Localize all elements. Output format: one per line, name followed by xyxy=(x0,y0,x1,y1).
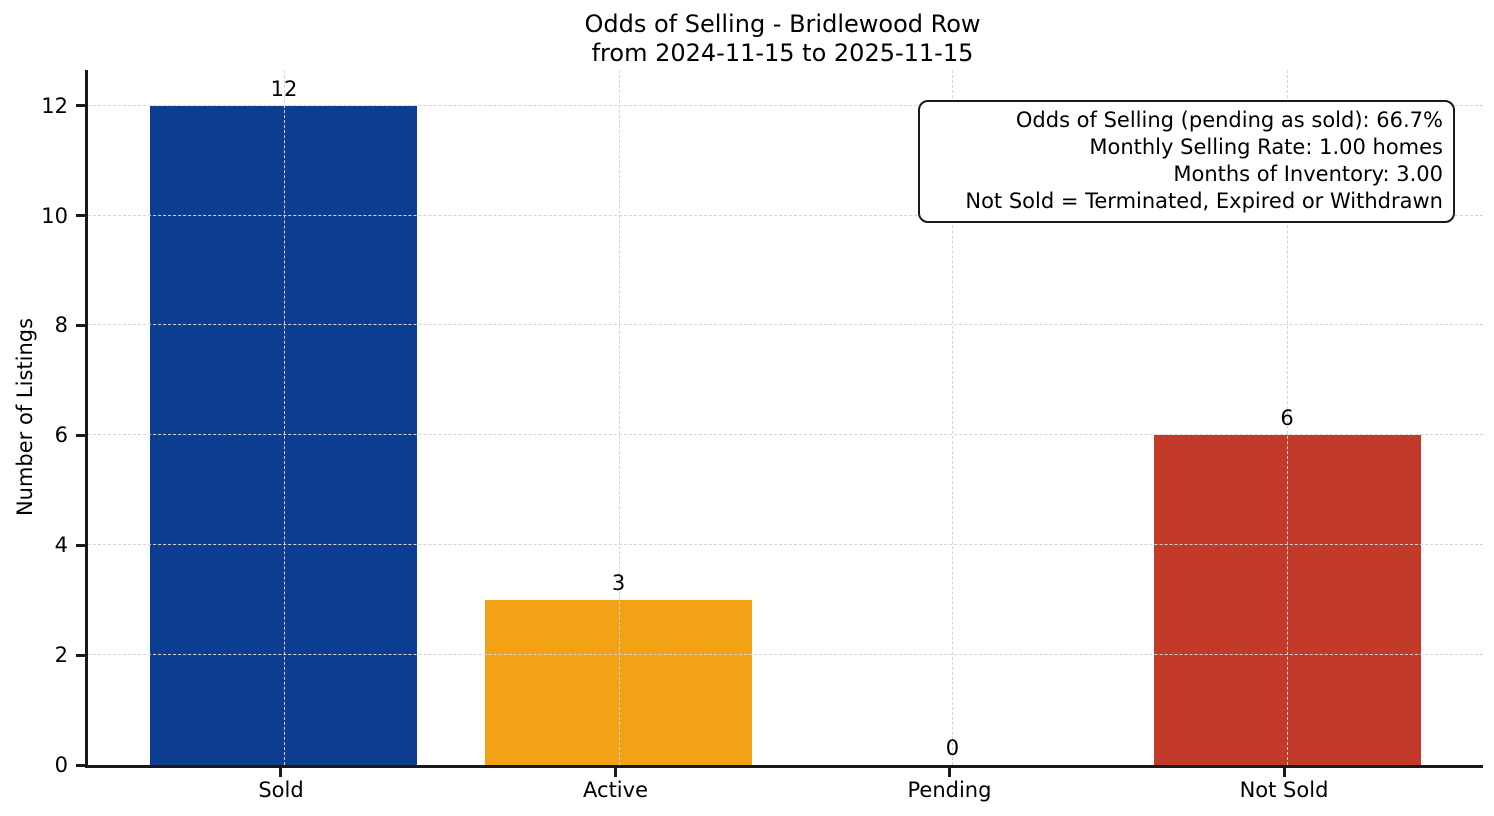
bar-not-sold xyxy=(1153,435,1421,765)
y-tick-label: 4 xyxy=(54,533,68,558)
bar-value-label-active: 3 xyxy=(611,571,626,596)
y-tick-label: 0 xyxy=(54,753,68,777)
plot-area: 12 3 0 6 xyxy=(85,70,1483,768)
x-tick-label-pending: Pending xyxy=(907,778,992,802)
y-tick-label: 12 xyxy=(41,93,68,118)
bar-active xyxy=(485,600,753,765)
y-tick-label: 10 xyxy=(41,203,68,228)
annotation-line-monthly-rate: Monthly Selling Rate: 1.00 homes xyxy=(1089,135,1443,159)
chart-subtitle: from 2024-11-15 to 2025-11-15 xyxy=(591,39,974,67)
x-tick-label-not-sold: Not Sold xyxy=(1239,778,1329,802)
chart-title-block: Odds of Selling - Bridlewood Row from 20… xyxy=(85,10,1480,68)
x-tick-mark xyxy=(614,768,618,777)
y-tick-mark xyxy=(76,653,85,657)
x-tick-label-active: Active xyxy=(583,778,648,802)
y-tick-mark xyxy=(76,323,85,327)
y-tick-mark xyxy=(76,214,85,218)
x-tick-label-sold: Sold xyxy=(258,778,304,802)
chart-title: Odds of Selling - Bridlewood Row xyxy=(584,10,981,38)
y-tick-label: 6 xyxy=(54,423,68,448)
y-tick-label: 2 xyxy=(54,643,68,668)
x-tick-mark xyxy=(1282,768,1286,777)
bar-sold xyxy=(150,105,418,765)
bar-value-label-sold: 12 xyxy=(270,76,298,101)
y-tick-mark xyxy=(76,104,85,108)
annotation-line-not-sold-def: Not Sold = Terminated, Expired or Withdr… xyxy=(965,189,1443,213)
annotation-line-inventory: Months of Inventory: 3.00 xyxy=(1173,162,1443,186)
x-tick-mark xyxy=(947,768,951,777)
bar-value-label-not-sold: 6 xyxy=(1280,406,1294,431)
annotation-line-odds: Odds of Selling (pending as sold): 66.7% xyxy=(1015,108,1443,132)
y-tick-mark xyxy=(76,433,85,437)
y-tick-label: 8 xyxy=(54,313,68,338)
stats-annotation-box: Odds of Selling (pending as sold): 66.7%… xyxy=(918,100,1455,223)
y-axis-label: Number of Listings xyxy=(13,317,37,517)
y-tick-mark xyxy=(76,763,85,767)
bar-value-label-pending: 0 xyxy=(945,736,960,760)
x-tick-mark xyxy=(279,768,283,777)
y-tick-mark xyxy=(76,543,85,547)
